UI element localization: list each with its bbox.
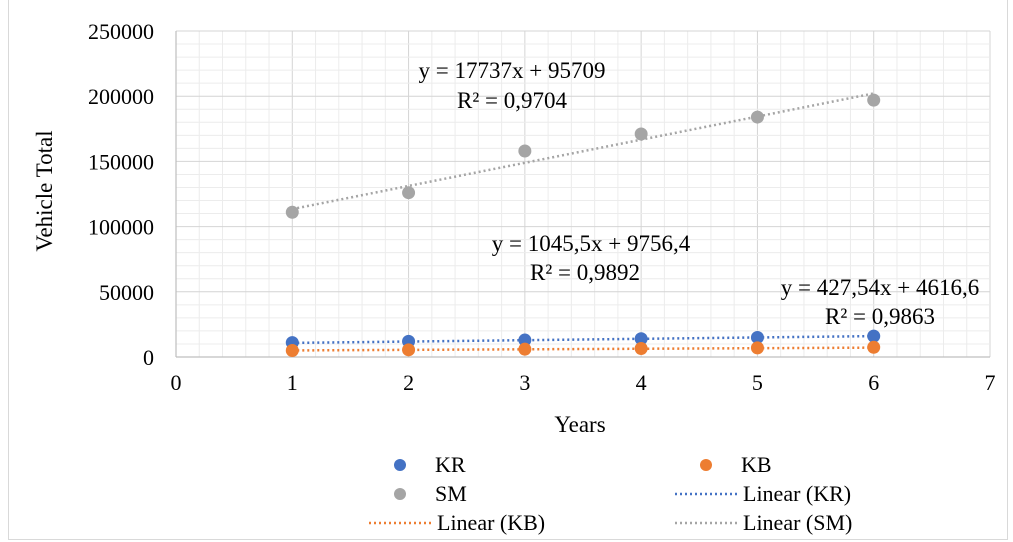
x-tick-label: 6 [868, 370, 879, 395]
legend-label-sm: SM [435, 481, 467, 506]
sm-equation: y = 17737x + 95709 [419, 58, 606, 83]
y-tick-label: 50000 [99, 280, 154, 305]
y-axis-title: Vehicle Total [32, 130, 57, 251]
x-tick-label: 1 [287, 370, 298, 395]
legend-label-linear-sm: Linear (SM) [743, 510, 852, 535]
legend-item-kr: KR [394, 452, 466, 477]
x-tick-label: 5 [752, 370, 763, 395]
data-point-kr [750, 330, 764, 344]
data-point-sm [285, 205, 299, 219]
legend-label-kr: KR [435, 452, 466, 477]
data-point-sm [750, 110, 764, 124]
data-point-kr [518, 333, 532, 347]
legend-label-kb: KB [741, 452, 772, 477]
legend-label-linear-kb: Linear (KB) [437, 510, 545, 535]
trendlines [292, 92, 874, 352]
kr-equation: y = 1045,5x + 9756,4 [492, 231, 691, 256]
legend-marker-sm [394, 488, 406, 500]
kb-equation: y = 427,54x + 4616,6 [781, 275, 979, 300]
x-tick-label: 7 [985, 370, 996, 395]
y-tick-label: 200000 [88, 84, 154, 109]
trendline-kb [292, 346, 874, 352]
data-points [285, 93, 881, 357]
x-tick-label: 3 [519, 370, 530, 395]
data-point-kb [750, 341, 764, 355]
y-tick-label: 100000 [88, 215, 154, 240]
legend-item-sm: SM [394, 481, 467, 506]
legend-item-linear-sm: Linear (SM) [675, 510, 852, 535]
data-point-kb [634, 342, 648, 356]
legend-marker-kr [394, 459, 406, 471]
data-point-kb [402, 343, 416, 357]
data-point-sm [518, 144, 532, 158]
legend: KR KB SM Linear (KR) Linear (KB) Linear … [369, 452, 852, 535]
data-point-kb [518, 342, 532, 356]
trendline-sm [292, 92, 874, 211]
data-point-kb [867, 340, 881, 354]
data-point-kr [634, 332, 648, 346]
x-tick-label: 2 [403, 370, 414, 395]
kb-r2: R² = 0,9863 [825, 304, 935, 329]
y-tick-label: 0 [143, 345, 154, 370]
x-axis-title: Years [554, 412, 605, 437]
legend-item-linear-kr: Linear (KR) [675, 481, 851, 506]
legend-label-linear-kr: Linear (KR) [743, 481, 851, 506]
sm-r2: R² = 0,9704 [457, 88, 567, 113]
legend-item-linear-kb: Linear (KB) [369, 510, 545, 535]
y-tick-label: 250000 [88, 19, 154, 44]
x-tick-label: 4 [636, 370, 647, 395]
data-point-kb [285, 343, 299, 357]
y-tick-label: 150000 [88, 149, 154, 174]
tick-labels: 0 1 2 3 4 5 6 7 0 50000 100000 150000 200000 250000 [88, 19, 996, 395]
legend-marker-kb [700, 459, 712, 471]
x-tick-label: 0 [171, 370, 182, 395]
legend-item-kb: KB [700, 452, 772, 477]
data-point-kr [867, 329, 881, 343]
chart-frame [8, 0, 1008, 540]
data-point-sm [402, 186, 416, 200]
data-point-sm [867, 93, 881, 107]
kr-r2: R² = 0,9892 [530, 260, 640, 285]
data-point-sm [634, 127, 648, 141]
trendline-kr [292, 334, 874, 345]
